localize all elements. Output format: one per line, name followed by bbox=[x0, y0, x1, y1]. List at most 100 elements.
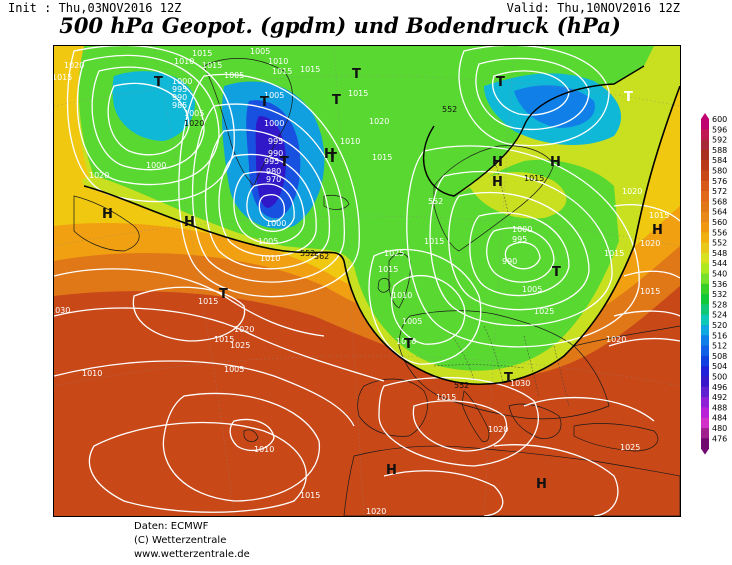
isobar-label: 1005 bbox=[250, 47, 270, 56]
isobar-label: 1020 bbox=[89, 171, 109, 180]
colorbar-swatch bbox=[701, 149, 709, 161]
low-pressure-center: T bbox=[328, 151, 337, 166]
colorbar-swatch bbox=[701, 314, 709, 326]
colorbar-swatch bbox=[701, 242, 709, 254]
isobar-label: 1010 bbox=[268, 57, 288, 66]
colorbar-swatch bbox=[701, 407, 709, 419]
coast-italy bbox=[461, 390, 490, 442]
high-pressure-center: H bbox=[184, 215, 195, 230]
colorbar-level-label: 520 bbox=[712, 321, 727, 330]
isobar-label: 1020 bbox=[488, 425, 508, 434]
low-pressure-center: T bbox=[504, 371, 513, 386]
isobar-label: 1005 bbox=[224, 71, 244, 80]
colorbar-level-label: 532 bbox=[712, 290, 727, 299]
coast-britain bbox=[388, 253, 411, 309]
high-pressure-center: H bbox=[652, 223, 663, 238]
isobar-label: 1015 bbox=[348, 89, 368, 98]
country-borders bbox=[433, 155, 570, 407]
isobar-label: 995 bbox=[512, 235, 527, 244]
contour-552 bbox=[83, 85, 680, 385]
colorbar-swatch bbox=[701, 386, 709, 398]
isobar-label: 990 bbox=[268, 149, 283, 158]
shade-west-yellow bbox=[54, 46, 89, 196]
isobar-label: 1025 bbox=[620, 443, 640, 452]
low-pressure-center: T bbox=[332, 93, 341, 108]
isobar-label: 1015 bbox=[198, 297, 218, 306]
isobar-label: 1020 bbox=[184, 119, 204, 128]
isobar-label: 1015 bbox=[378, 265, 398, 274]
isobar-label: 1015 bbox=[640, 287, 660, 296]
colorbar-level-label: 548 bbox=[712, 249, 727, 258]
low-pressure-center: T bbox=[280, 155, 289, 170]
colorbar-swatch bbox=[701, 345, 709, 357]
isobars bbox=[54, 46, 680, 516]
chart-title: 500 hPa Geopot. (gpdm) und Bodendruck (h… bbox=[59, 13, 621, 38]
colorbar-level-label: 588 bbox=[712, 146, 727, 155]
high-pressure-center: H bbox=[492, 155, 503, 170]
coast-azores bbox=[243, 429, 259, 442]
colorbar-swatch bbox=[701, 129, 709, 141]
colorbar-level-label: 480 bbox=[712, 424, 727, 433]
isobar-label: 1025 bbox=[384, 249, 404, 258]
colorbar-bottom-arrow bbox=[701, 448, 709, 455]
colorbar-level-label: 512 bbox=[712, 342, 727, 351]
website-credit: www.wetterzentrale.de bbox=[134, 549, 250, 560]
isobar-label: 1000 bbox=[172, 77, 192, 86]
colorbar-level-label: 576 bbox=[712, 177, 727, 186]
colorbar-swatch bbox=[701, 170, 709, 182]
isobar-label: 1020 bbox=[640, 239, 660, 248]
isobar-label: 1015 bbox=[436, 393, 456, 402]
isobar-label: 1030 bbox=[54, 306, 70, 315]
colorbar-level-label: 536 bbox=[712, 280, 727, 289]
colorbar-swatch bbox=[701, 438, 709, 450]
high-pressure-center: H bbox=[386, 463, 397, 478]
colorbar-level-label: 500 bbox=[712, 373, 727, 382]
valid-time-label: Valid: Thu,10NOV2016 12Z bbox=[506, 1, 680, 15]
low-pressure-center: T bbox=[260, 95, 269, 110]
colorbar-swatch bbox=[701, 139, 709, 151]
isobar-label: 1020 bbox=[64, 61, 84, 70]
coast-balkans bbox=[508, 403, 562, 439]
isobar-label: 1015 bbox=[54, 73, 72, 82]
isobar-label: 1015 bbox=[202, 61, 222, 70]
coast-iceland bbox=[323, 194, 350, 210]
isobar-label: 1020 bbox=[234, 325, 254, 334]
colorbar-level-label: 484 bbox=[712, 414, 727, 423]
isobar-label: 1015 bbox=[214, 335, 234, 344]
isobar-label: 1025 bbox=[230, 341, 250, 350]
colorbar-swatch bbox=[701, 335, 709, 347]
isobar-label: 1015 bbox=[300, 491, 320, 500]
colorbar-level-label: 516 bbox=[712, 331, 727, 340]
isobar-label: 1015 bbox=[490, 515, 510, 516]
colorbar-swatch bbox=[701, 325, 709, 336]
isobar-label: 995 bbox=[264, 157, 279, 166]
isobar-label: 1015 bbox=[649, 211, 669, 220]
isobar-label: 1005 bbox=[258, 237, 278, 246]
colorbar-level-label: 560 bbox=[712, 218, 727, 227]
low-pressure-center: T bbox=[219, 287, 228, 302]
colorbar-level-label: 492 bbox=[712, 393, 727, 402]
map-canvas: 1015102010201015101010009959909851005100… bbox=[54, 46, 680, 516]
colorbar-level-label: 544 bbox=[712, 259, 727, 268]
colorbar-level-label: 564 bbox=[712, 208, 727, 217]
low-pressure-center: T bbox=[154, 75, 163, 90]
high-pressure-center: H bbox=[550, 155, 561, 170]
colorbar-swatch bbox=[701, 304, 709, 316]
high-pressure-center: H bbox=[324, 147, 335, 162]
isobar-label: 1030 bbox=[510, 379, 530, 388]
isobar-label: 1010 bbox=[340, 137, 360, 146]
isobar-label: 1005 bbox=[264, 91, 284, 100]
isobar-label: 1000 bbox=[266, 219, 286, 228]
colorbar-level-label: 508 bbox=[712, 352, 727, 361]
colorbar-level-label: 580 bbox=[712, 167, 727, 176]
coast-turkey bbox=[573, 423, 659, 452]
isobar-label: 552 bbox=[300, 249, 315, 258]
isobar-label: 1000 bbox=[146, 161, 166, 170]
colorbar-level-label: 488 bbox=[712, 403, 727, 412]
colorbar-swatch bbox=[701, 273, 709, 285]
isobar-label: 1020 bbox=[622, 187, 642, 196]
colorbar-swatch bbox=[701, 397, 709, 408]
isobar-label: 995 bbox=[172, 85, 187, 94]
colorbar-level-label: 568 bbox=[712, 197, 727, 206]
